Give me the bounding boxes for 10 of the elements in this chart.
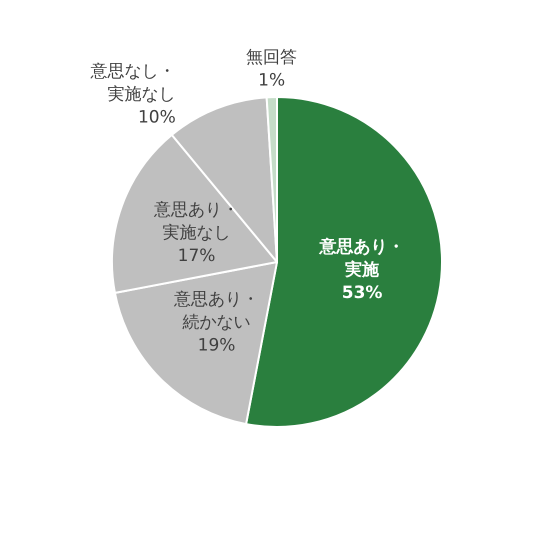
data-label: 10% <box>138 108 176 128</box>
slice-label: 無回答 <box>246 48 298 68</box>
data-label: 1% <box>258 70 286 91</box>
slice-label: 意思あり・実施 <box>318 237 405 280</box>
data-label: 17% <box>178 246 216 266</box>
slice-label: 意思あり・実施なし <box>153 200 240 244</box>
slice-label: 意思あり・続かない <box>173 289 260 332</box>
data-label: 53% <box>342 283 382 304</box>
slice-label: 意思なし・実施なし <box>90 62 176 105</box>
data-label: 19% <box>198 335 236 356</box>
